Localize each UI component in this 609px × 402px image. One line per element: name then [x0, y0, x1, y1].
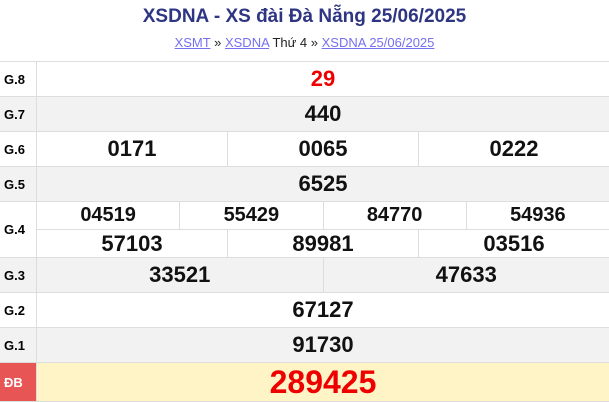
prize-row: G.8 29: [0, 62, 609, 97]
prize-row: G.6 0171 0065 0222: [0, 132, 609, 167]
prize-number: 33521: [149, 262, 211, 287]
prize-label: G.5: [0, 167, 37, 201]
prize-number: 04519: [80, 204, 136, 226]
breadcrumb-separator: »: [214, 35, 222, 50]
breadcrumb: XSMT » XSDNA Thứ 4 » XSDNA 25/06/2025: [0, 35, 609, 50]
prize-row: G.5 6525: [0, 167, 609, 202]
prize-number: 91730: [292, 332, 354, 357]
breadcrumb-separator: »: [310, 35, 319, 50]
prize-number: 29: [310, 66, 336, 91]
breadcrumb-link-date[interactable]: XSDNA 25/06/2025: [321, 35, 435, 50]
prize-row: G.4 04519 55429 84770 54936 57103 89981 03516: [0, 202, 609, 258]
prize-number: 57103: [101, 230, 163, 256]
prize-number: 55429: [179, 202, 322, 229]
prize-number: 03516: [418, 230, 609, 257]
prize-number: 440: [304, 101, 342, 126]
prize-label: G.8: [0, 62, 37, 96]
prize-label: G.4: [0, 202, 37, 257]
breadcrumb-weekday: Thứ 4: [272, 35, 308, 50]
page-title: XSDNA - XS đài Đà Nẵng 25/06/2025: [142, 6, 467, 27]
prize-number: 289425: [269, 363, 377, 400]
prize-number: 54936: [465, 202, 609, 229]
prize-number: 0171: [107, 136, 157, 161]
prize-number: 6525: [298, 171, 348, 196]
prize-number: 84770: [322, 202, 466, 229]
prize-label: G.7: [0, 97, 37, 131]
breadcrumb-link-xsmt[interactable]: XSMT: [174, 35, 211, 50]
prize-label: G.6: [0, 132, 37, 166]
prize-row: G.7 440: [0, 97, 609, 132]
prize-number: 0065: [227, 132, 418, 166]
prize-row: G.1 91730: [0, 328, 609, 363]
prize-label: G.2: [0, 293, 37, 327]
prize-number: 67127: [292, 297, 354, 322]
prize-label: ĐB: [0, 363, 37, 401]
prize-label: G.3: [0, 258, 37, 292]
prize-row: ĐB 289425: [0, 363, 609, 402]
breadcrumb-link-xsdna[interactable]: XSDNA: [224, 35, 270, 50]
prize-row: G.3 33521 47633: [0, 258, 609, 293]
results-table: G.8 29 G.7 440 G.6 0171 0065 0222 G.5 6525 G.4 0451…: [0, 61, 609, 402]
prize-label: G.1: [0, 328, 37, 362]
prize-number: 47633: [322, 258, 609, 292]
prize-number: 89981: [227, 230, 418, 257]
prize-number: 0222: [418, 132, 609, 166]
prize-row: G.2 67127: [0, 293, 609, 328]
